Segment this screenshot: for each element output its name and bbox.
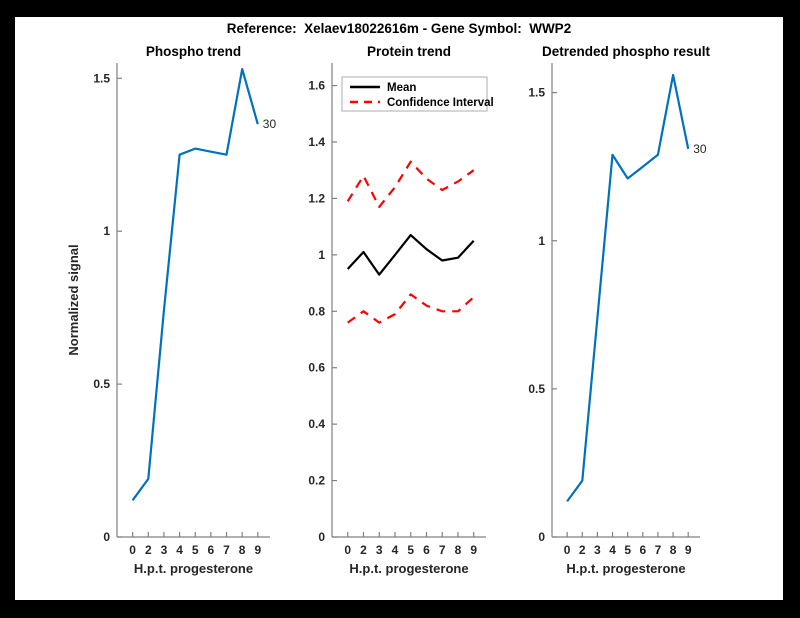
y-axis-label: Normalized signal [66, 244, 81, 355]
series-confidence-lower [347, 293, 475, 324]
x-tick-label: 7 [655, 543, 662, 557]
x-tick-label: 5 [624, 543, 631, 557]
x-tick-label: 2 [145, 543, 152, 557]
legend: Mean Confidence Interval [341, 76, 494, 112]
y-tick-label: 1 [103, 224, 110, 238]
x-axis-label: H.p.t. progesterone [566, 561, 685, 576]
series-detrended-phospho-signal [566, 73, 690, 503]
y-tick-label: 0.2 [308, 474, 325, 488]
x-tick-label: 7 [439, 543, 446, 557]
x-tick-label: 3 [594, 543, 601, 557]
legend-label: Confidence Interval [387, 97, 494, 109]
x-tick-label: 3 [376, 543, 383, 557]
subplot-title: Detrended phospho result [542, 44, 711, 59]
subplot-title: Protein trend [367, 44, 451, 59]
x-tick-label: 6 [208, 543, 215, 557]
legend-box [341, 76, 488, 112]
series-mean [346, 234, 475, 276]
x-tick-label: 8 [455, 543, 462, 557]
endpoint-annotation: 30 [693, 142, 707, 156]
y-tick-label: 1.2 [308, 191, 325, 205]
x-tick-label: 2 [360, 543, 367, 557]
x-tick-label: 0 [564, 543, 571, 557]
y-tick-label: 0.6 [308, 361, 325, 375]
endpoint-annotation: 30 [263, 117, 277, 131]
y-tick-label: 0.8 [308, 304, 325, 318]
subplot-2: 00.20.40.60.811.21.41.60 2 3 4 5 6 7 8 9Protein … [308, 44, 493, 576]
y-tick-label: 0 [538, 530, 545, 544]
subplot-title: Phospho trend [146, 44, 241, 59]
y-tick-label: 0.5 [528, 382, 545, 396]
y-tick-label: 0 [103, 530, 110, 544]
x-tick-label: 5 [407, 543, 414, 557]
y-tick-label: 1.6 [308, 79, 325, 93]
y-tick-label: 0.4 [308, 417, 325, 431]
y-tick-label: 0.5 [93, 377, 110, 391]
y-tick-label: 1.5 [528, 86, 545, 100]
x-tick-label: 6 [423, 543, 430, 557]
x-tick-label: 8 [239, 543, 246, 557]
x-tick-label: 6 [639, 543, 646, 557]
series-phospho-signal [131, 67, 259, 501]
matlab-figure: Reference: Xelaev18022616m - Gene Symbol… [15, 17, 783, 600]
y-tick-label: 1.4 [308, 135, 325, 149]
x-axis-label: H.p.t. progesterone [349, 561, 468, 576]
x-tick-label: 0 [129, 543, 136, 557]
y-tick-label: 1 [538, 234, 545, 248]
figure-title: Reference: Xelaev18022616m - Gene Symbol… [226, 21, 572, 36]
y-tick-label: 1 [318, 248, 325, 262]
x-tick-label: 2 [579, 543, 586, 557]
x-tick-label: 5 [192, 543, 199, 557]
x-tick-label: 9 [254, 543, 261, 557]
x-tick-label: 9 [470, 543, 477, 557]
series-confidence-upper [346, 160, 475, 208]
x-tick-label: 3 [161, 543, 168, 557]
y-tick-label: 1.5 [93, 71, 110, 85]
x-tick-label: 4 [176, 543, 183, 557]
x-tick-label: 7 [223, 543, 230, 557]
x-tick-label: 9 [685, 543, 692, 557]
legend-label: Mean [387, 82, 416, 94]
x-tick-label: 4 [609, 543, 616, 557]
x-tick-label: 4 [392, 543, 399, 557]
x-tick-label: 0 [344, 543, 351, 557]
x-tick-label: 8 [670, 543, 677, 557]
x-axis-label: H.p.t. progesterone [134, 561, 253, 576]
y-tick-label: 0 [318, 530, 325, 544]
